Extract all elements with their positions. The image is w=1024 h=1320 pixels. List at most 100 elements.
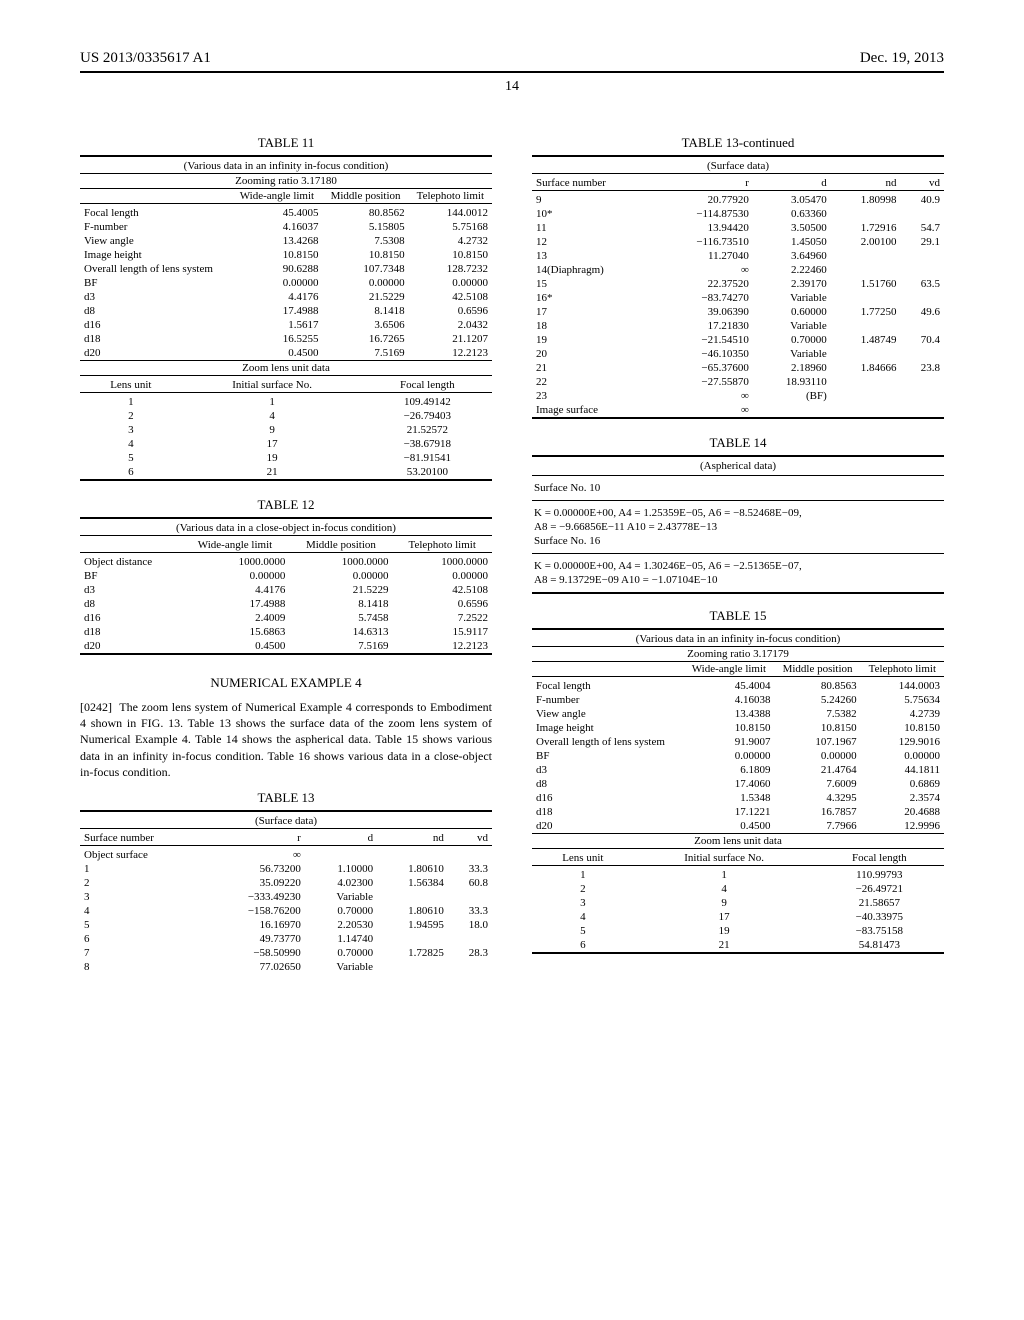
table-cell: 5.75634	[861, 693, 944, 707]
table-cell: 109.49142	[363, 395, 492, 409]
table-cell: 4	[182, 409, 363, 423]
table-cell: 0.4500	[231, 346, 322, 361]
table-cell	[448, 960, 492, 974]
t14-s10-label: Surface No. 10	[534, 482, 942, 494]
table-cell: 2.0432	[409, 318, 492, 332]
table-cell: Overall length of lens system	[532, 735, 683, 749]
table-cell: 0.6869	[861, 777, 944, 791]
table-cell: 5.15805	[322, 220, 408, 234]
table-cell: 40.9	[901, 193, 944, 207]
table-cell: 80.8562	[322, 206, 408, 220]
table-cell: ∞	[656, 403, 753, 418]
table-cell: 5.7458	[289, 611, 392, 625]
table-cell	[901, 347, 944, 361]
table-cell: Overall length of lens system	[80, 262, 231, 276]
table-cell: 1.10000	[305, 862, 377, 876]
table-cell	[901, 319, 944, 333]
table-cell: 13.4388	[683, 707, 774, 721]
table-cell	[377, 890, 448, 904]
table-cell: 2.22460	[753, 263, 831, 277]
table-cell: 1.72916	[831, 221, 901, 235]
table-cell: 0.6596	[392, 597, 492, 611]
table-cell: 45.4005	[231, 206, 322, 220]
table-cell: 12.2123	[392, 639, 492, 654]
table-cell: 0.00000	[861, 749, 944, 763]
example-4-paragraph: [0242] The zoom lens system of Numerical…	[80, 699, 492, 780]
table-cell	[377, 848, 448, 862]
t11-lh0: Lens unit	[80, 378, 182, 393]
table-cell: 0.00000	[289, 569, 392, 583]
table-cell: 91.9007	[683, 735, 774, 749]
table-15-title: TABLE 15	[532, 608, 944, 624]
table-cell: 2.00100	[831, 235, 901, 249]
table-cell: 0.00000	[322, 276, 408, 290]
table-14-title: TABLE 14	[532, 435, 944, 451]
table-cell: 17.4988	[231, 304, 322, 318]
table-cell: 16.7857	[774, 805, 860, 819]
table-cell: Focal length	[80, 206, 231, 220]
t13-caption: (Surface data)	[80, 814, 492, 829]
table-cell: 0.00000	[409, 276, 492, 290]
table-cell: d18	[532, 805, 683, 819]
table-cell: −58.50990	[206, 946, 305, 960]
table-cell	[448, 932, 492, 946]
table-cell: 21	[634, 938, 815, 953]
table-cell: F-number	[80, 220, 231, 234]
table-cell: 21.58657	[815, 896, 944, 910]
table-cell: 13	[532, 249, 656, 263]
table-cell: 23	[532, 389, 656, 403]
table-13-continued: TABLE 13-continued (Surface data) Surfac…	[532, 135, 944, 421]
table-cell: 33.3	[448, 904, 492, 918]
table-cell: 1	[182, 395, 363, 409]
table-cell: −114.87530	[656, 207, 753, 221]
table-cell	[831, 291, 901, 305]
table-cell: 5	[80, 918, 206, 932]
table-cell: 10*	[532, 207, 656, 221]
table-cell: F-number	[532, 693, 683, 707]
table-cell: 1	[80, 862, 206, 876]
table-cell: 17	[634, 910, 815, 924]
table-cell: 80.8563	[774, 679, 860, 693]
table-cell: 56.73200	[206, 862, 305, 876]
table-cell: Image height	[532, 721, 683, 735]
table-cell: 10.8150	[409, 248, 492, 262]
table-cell: 2.20530	[305, 918, 377, 932]
table-cell: 2	[532, 882, 634, 896]
t11-h3: Telephoto limit	[409, 189, 492, 204]
table-cell: 3	[80, 423, 182, 437]
table-cell	[831, 389, 901, 403]
table-cell: 12.9996	[861, 819, 944, 834]
table-cell: 22.37520	[656, 277, 753, 291]
table-cell: d8	[532, 777, 683, 791]
table-cell: (BF)	[753, 389, 831, 403]
table-cell: −46.10350	[656, 347, 753, 361]
table-cell: 4.4176	[181, 583, 290, 597]
table-cell	[831, 207, 901, 221]
table-cell: 16.16970	[206, 918, 305, 932]
table-cell: 20.4688	[861, 805, 944, 819]
table-cell: 18.93110	[753, 375, 831, 389]
para-number: [0242]	[80, 700, 112, 714]
table-14: TABLE 14 (Aspherical data) Surface No. 1…	[532, 435, 944, 594]
table-cell: ∞	[206, 848, 305, 862]
table-cell: 4.2732	[409, 234, 492, 248]
t11-h2: Middle position	[322, 189, 408, 204]
table-cell: 1.72825	[377, 946, 448, 960]
table-cell: 0.63360	[753, 207, 831, 221]
t12-h3: Telephoto limit	[392, 538, 492, 553]
table-cell: Object distance	[80, 555, 181, 569]
t15-h2: Middle position	[774, 662, 860, 677]
table-cell: 18	[532, 319, 656, 333]
table-cell: 13.94420	[656, 221, 753, 235]
table-cell: −116.73510	[656, 235, 753, 249]
table-cell: 144.0012	[409, 206, 492, 220]
t14-s16-l2: A8 = 9.13729E−09 A10 = −1.07104E−10	[534, 574, 942, 586]
t12-h2: Middle position	[289, 538, 392, 553]
table-cell: 1	[80, 395, 182, 409]
table-cell: 0.4500	[181, 639, 290, 654]
table-cell: 7	[80, 946, 206, 960]
table-cell: 3.6506	[322, 318, 408, 332]
table-cell: 1.48749	[831, 333, 901, 347]
table-cell: 15.9117	[392, 625, 492, 639]
table-cell: 70.4	[901, 333, 944, 347]
